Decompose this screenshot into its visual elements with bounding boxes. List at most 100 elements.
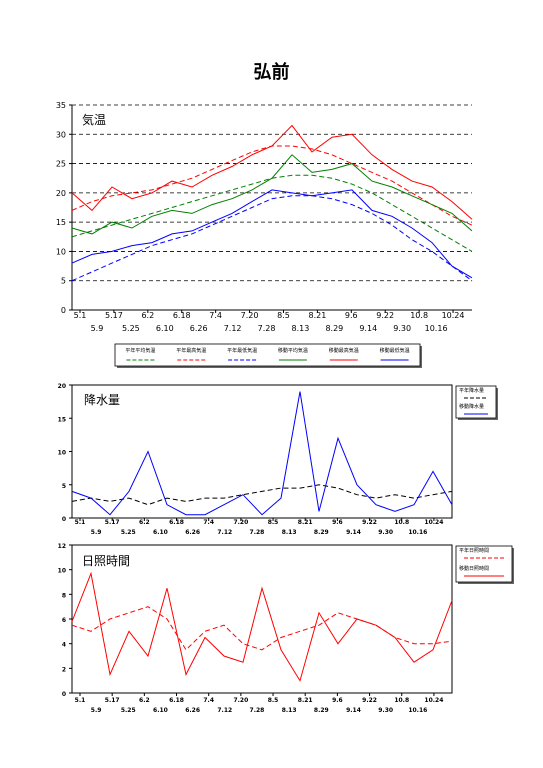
x-tick-label: 7.28 (250, 529, 265, 536)
series-line-3 (71, 154, 473, 235)
x-tick-label: 6.2 (141, 311, 154, 320)
x-tick-label: 9.14 (359, 324, 377, 333)
x-tick-label: 9.14 (346, 529, 361, 536)
y-tick-label: 10 (58, 568, 66, 575)
x-tick-label: 5.1 (75, 519, 86, 526)
x-tick-label: 9.22 (362, 519, 377, 526)
x-tick-label: 6.2 (139, 519, 150, 526)
panel-title: 日照時間 (82, 554, 130, 568)
y-tick-label: 15 (58, 416, 66, 423)
x-tick-label: 8.29 (325, 324, 343, 333)
x-tick-label: 10.8 (410, 311, 428, 320)
x-tick-label: 7.28 (250, 707, 265, 714)
x-tick-label: 5.17 (105, 697, 120, 704)
legend-label: 平年最高気温 (176, 347, 206, 354)
page-title: 弘前 (253, 62, 290, 83)
x-tick-label: 6.10 (153, 707, 168, 714)
x-tick-label: 7.4 (209, 311, 222, 320)
x-tick-label: 6.18 (169, 697, 184, 704)
x-tick-label: 8.13 (282, 529, 297, 536)
x-tick-label: 9.6 (345, 311, 358, 320)
x-tick-label: 8.29 (314, 707, 329, 714)
y-tick-label: 10 (56, 247, 66, 256)
x-tick-label: 6.2 (139, 697, 150, 704)
panel-title: 降水量 (84, 393, 120, 407)
legend-label: 平年日照時間 (459, 547, 489, 554)
x-tick-label: 5.9 (91, 529, 102, 536)
legend-label: 移動平均気温 (278, 347, 308, 354)
y-tick-label: 20 (58, 383, 66, 390)
x-tick-label: 9.30 (393, 324, 411, 333)
x-tick-label: 7.12 (217, 707, 232, 714)
x-tick-label: 9.22 (376, 311, 394, 320)
x-tick-label: 5.1 (74, 311, 87, 320)
x-tick-label: 10.16 (425, 324, 448, 333)
x-tick-label: 5.25 (122, 324, 140, 333)
x-tick-label: 8.5 (277, 311, 290, 320)
y-tick-label: 0 (62, 516, 66, 523)
x-tick-label: 10.24 (442, 311, 465, 320)
legend-label: 平年最低気温 (227, 347, 257, 354)
legend-label: 移動最低気温 (380, 347, 410, 354)
legend-box (114, 343, 421, 367)
x-tick-label: 5.9 (91, 324, 104, 333)
series-line-1 (71, 391, 453, 516)
chart-panel-2: 0 2 4 6 8 10 12 5.1 5.17 6.2 6.18 7.4 7.20 8.5 8.21 9.6… (58, 543, 514, 714)
x-tick-label: 9.30 (378, 529, 393, 536)
panel-title: 気温 (82, 112, 106, 127)
x-tick-label: 7.20 (233, 697, 248, 704)
y-tick-label: 4 (62, 642, 66, 649)
y-tick-label: 12 (58, 543, 66, 550)
y-tick-label: 0 (61, 306, 66, 315)
x-tick-label: 8.5 (268, 697, 279, 704)
series-line-2 (71, 195, 473, 282)
x-tick-label: 8.13 (292, 324, 310, 333)
y-tick-label: 5 (61, 277, 66, 286)
x-tick-label: 8.13 (282, 707, 297, 714)
x-tick-label: 5.17 (105, 519, 120, 526)
x-tick-label: 7.12 (224, 324, 242, 333)
series-line-4 (71, 124, 473, 220)
legend-label: 平年平均気温 (125, 347, 155, 354)
x-tick-label: 9.14 (346, 707, 361, 714)
x-tick-label: 7.4 (203, 519, 214, 526)
y-tick-label: 6 (62, 617, 66, 624)
x-tick-label: 5.17 (105, 311, 123, 320)
series-line-1 (71, 571, 453, 682)
x-tick-label: 5.9 (91, 707, 102, 714)
y-tick-label: 20 (56, 189, 66, 198)
x-tick-label: 8.21 (298, 519, 313, 526)
x-tick-label: 8.29 (314, 529, 329, 536)
series-line-5 (71, 189, 473, 279)
legend-label: 移動降水量 (459, 403, 484, 410)
x-tick-label: 6.10 (156, 324, 174, 333)
series-line-0 (71, 484, 453, 506)
y-tick-label: 8 (62, 592, 66, 599)
y-tick-label: 15 (56, 218, 66, 227)
legend-label: 移動最高気温 (329, 347, 359, 354)
x-tick-label: 9.6 (332, 697, 343, 704)
y-tick-label: 30 (56, 130, 66, 139)
x-tick-label: 10.24 (424, 519, 443, 526)
x-tick-label: 8.5 (268, 519, 279, 526)
x-tick-label: 10.8 (394, 697, 409, 704)
x-tick-label: 7.20 (233, 519, 248, 526)
y-tick-label: 0 (62, 691, 66, 698)
x-tick-label: 9.6 (332, 519, 343, 526)
x-tick-label: 6.18 (169, 519, 184, 526)
x-tick-label: 5.1 (75, 697, 86, 704)
x-tick-label: 7.4 (203, 697, 214, 704)
x-tick-label: 6.10 (153, 529, 168, 536)
x-tick-label: 8.21 (308, 311, 326, 320)
x-tick-label: 10.16 (408, 707, 427, 714)
x-tick-label: 6.18 (173, 311, 191, 320)
x-tick-label: 6.26 (185, 707, 200, 714)
y-tick-label: 25 (56, 160, 66, 169)
x-tick-label: 7.12 (217, 529, 232, 536)
series-line-1 (71, 145, 473, 226)
series-line-0 (71, 174, 473, 252)
legend-label: 移動日照時間 (459, 565, 489, 572)
